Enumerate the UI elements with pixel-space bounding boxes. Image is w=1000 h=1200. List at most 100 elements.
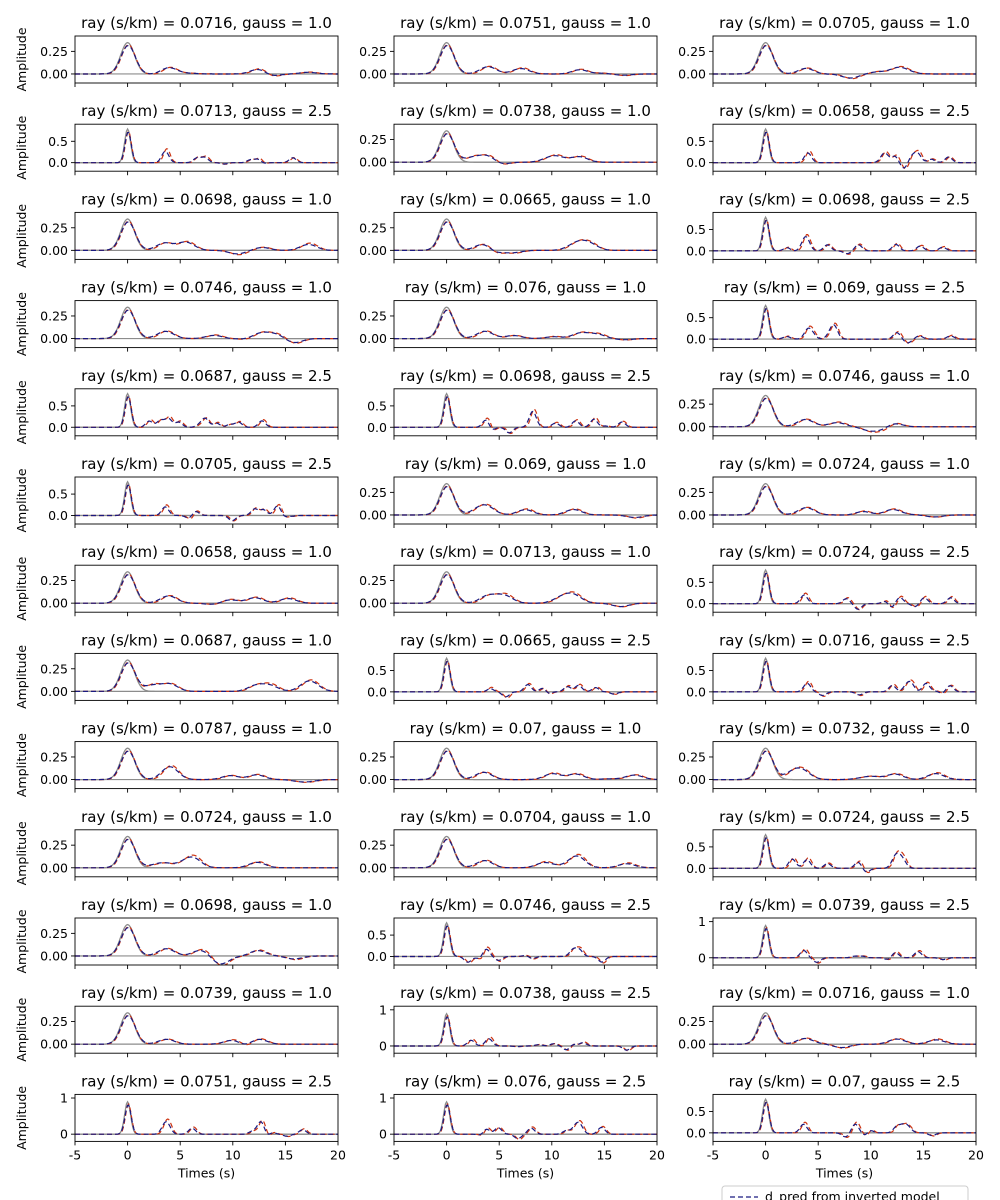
predicted-trace [713,397,976,432]
y-tick-label: 0.00 [678,1037,706,1052]
axes-frame [393,1093,658,1142]
subplot-title: ray (s/km) = 0.0716, gauss = 1.0 [719,984,970,1002]
axes-frame [74,741,339,790]
subplot-title: ray (s/km) = 0.076, gauss = 1.0 [405,279,646,297]
trace-group [394,392,657,435]
subplot-panel: ray (s/km) = 0.0751, gauss = 2.501-5 0 5 10… [14,1072,346,1180]
secondary-trace [75,837,338,869]
trace-group [713,482,976,518]
y-tick-label: 0.0 [367,949,387,964]
y-tick-label: 0.25 [40,661,68,676]
x-tick-label: 20 [649,1147,665,1162]
y-tick-label: 0.00 [40,331,68,346]
trace-group [394,835,657,869]
y-tick-label: 0.00 [40,243,68,258]
y-tick-label: 0.25 [678,485,706,500]
axes-frame [712,35,977,84]
subplot-title: ray (s/km) = 0.0698, gauss = 2.5 [719,190,970,208]
predicted-trace [713,308,976,344]
trace-group [75,392,338,428]
x-tick-label: 5 [495,1147,503,1162]
secondary-trace [75,749,338,783]
subplot-title: ray (s/km) = 0.0704, gauss = 1.0 [400,808,651,826]
y-tick-label: 0.00 [678,66,706,81]
y-tick-label: 0.00 [40,684,68,699]
axes-frame [712,1005,977,1054]
subplot-title: ray (s/km) = 0.07, gauss = 2.5 [729,1072,961,1090]
observed-trace [713,303,976,340]
observed-trace [75,571,338,604]
predicted-trace [75,221,338,255]
x-tick-label: 0 [443,1147,451,1162]
y-tick-label: 0.00 [678,507,706,522]
x-tick-label: 20 [968,1147,984,1162]
y-axis-label: Amplitude [14,1086,29,1150]
predicted-trace [75,838,338,869]
subplot-panel: ray (s/km) = 0.0698, gauss = 2.5 0.0 0.5 [367,367,658,440]
predicted-trace [75,750,338,783]
predicted-trace [713,1015,976,1049]
axes-frame [712,1093,977,1142]
subplot-panel: ray (s/km) = 0.0724, gauss = 2.5 0.0 0.5 [686,808,977,881]
subplot-title: ray (s/km) = 0.0698, gauss = 1.0 [81,896,332,914]
axes-frame [393,476,658,525]
predicted-trace [75,45,338,76]
subplot-title: ray (s/km) = 0.0665, gauss = 2.5 [400,631,651,649]
y-tick-label: 0.00 [40,772,68,787]
observed-trace [75,127,338,164]
subplot-title: ray (s/km) = 0.0724, gauss = 1.0 [719,455,970,473]
predicted-trace [75,132,338,165]
subplot-panel: ray (s/km) = 0.0739, gauss = 2.5 0 1 [698,896,977,969]
trace-group [713,41,976,80]
y-tick-label: 0.25 [359,749,387,764]
y-tick-label: 0 [379,1127,387,1142]
subplot-panel: ray (s/km) = 0.0738, gauss = 1.0 0.00 0.25 [359,102,658,176]
y-tick-label: 0.00 [359,331,387,346]
subplot-title: ray (s/km) = 0.0713, gauss = 2.5 [81,102,332,120]
x-tick-label: 0 [124,1147,132,1162]
y-tick-label: 0.0 [48,420,68,435]
y-tick-label: 0.0 [48,155,68,170]
axes-frame [393,123,658,172]
observed-trace [713,1012,976,1045]
predicted-trace [394,750,657,781]
y-tick-label: 0.5 [48,398,68,413]
axes-frame [74,564,339,613]
axes-frame [74,35,339,84]
y-tick-label: 0.0 [367,684,387,699]
subplot-panel: ray (s/km) = 0.07, gauss = 2.5 0.0 0.5 -5 0 5… [686,1072,984,1180]
secondary-trace [75,1014,338,1046]
y-tick-label: 0.25 [40,838,68,853]
y-axis-label: Amplitude [14,909,29,973]
y-tick-label: 0.25 [678,1014,706,1029]
trace-group [75,1100,338,1138]
axes-frame [712,564,977,613]
predicted-trace [713,750,976,781]
subplot-title: ray (s/km) = 0.07, gauss = 1.0 [410,720,642,738]
subplot-panel: ray (s/km) = 0.0704, gauss = 1.0 0.00 0.25 [359,808,658,881]
subplot-panel: ray (s/km) = 0.0705, gauss = 2.5 0.0 0.5 Am… [14,455,339,533]
axes-frame [712,652,977,701]
trace-group [75,835,338,869]
subplot-panel: ray (s/km) = 0.0746, gauss = 1.0 0.00 0.25… [14,279,339,356]
predicted-trace [75,309,338,344]
observed-trace [713,924,976,959]
secondary-trace [394,132,657,165]
subplot-title: ray (s/km) = 0.0732, gauss = 1.0 [719,720,970,738]
subplot-panel: ray (s/km) = 0.0738, gauss = 2.5 0 1 [379,984,658,1058]
y-tick-label: 0.0 [686,861,706,876]
y-axis-label: Amplitude [14,204,29,268]
predicted-trace [75,662,338,692]
trace-group [75,571,338,605]
predicted-trace [394,133,657,165]
y-tick-label: 0.5 [48,134,68,149]
trace-group [75,747,338,783]
subplot-panel: ray (s/km) = 0.069, gauss = 2.5 0.0 0.5 [686,279,977,352]
y-axis-label: Amplitude [14,27,29,91]
x-tick-label: 5 [814,1147,822,1162]
trace-group [713,568,976,611]
subplot-title: ray (s/km) = 0.0716, gauss = 1.0 [81,14,332,32]
legend-entry: d_pred from inverted model [765,1189,940,1200]
subplot-panel: ray (s/km) = 0.0698, gauss = 1.0 0.00 0.25… [14,896,339,974]
